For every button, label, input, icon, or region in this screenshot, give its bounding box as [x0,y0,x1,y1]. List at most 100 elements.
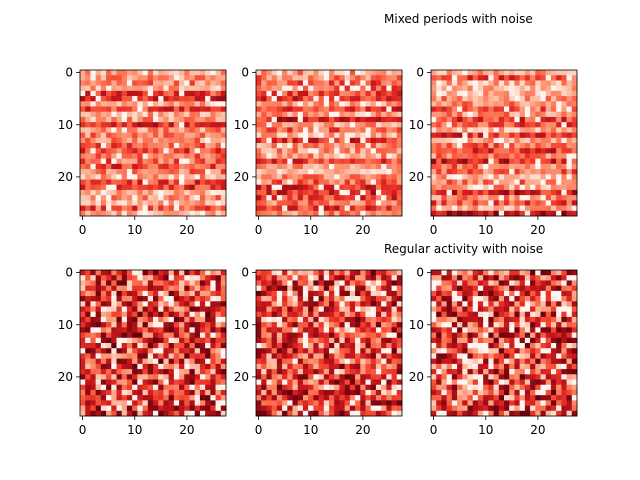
heatmap-cell [381,158,387,165]
heatmap-cell [498,285,505,292]
heatmap-cell [210,311,216,318]
heatmap-cell [302,101,309,107]
heatmap-cell [349,280,356,286]
heatmap-cell [95,322,102,328]
heatmap-cell [446,306,453,313]
heatmap-cell [256,290,262,297]
heatmap-cell [370,122,377,128]
heatmap-cell [386,353,392,359]
heatmap-cell [313,111,319,118]
heatmap-cell [375,280,382,286]
heatmap-cell [386,96,392,102]
heatmap-cell [85,405,91,412]
heatmap-cell [194,80,201,86]
heatmap-cell [498,189,505,196]
heatmap-cell [168,75,175,81]
heatmap-cell [302,280,309,286]
heatmap-cell [261,85,267,92]
heatmap-cell [504,137,510,144]
heatmap-cell [545,311,552,318]
heatmap-cell [158,400,164,406]
heatmap-cell [189,348,196,354]
heatmap-cell [483,75,489,81]
heatmap-cell [308,306,314,313]
heatmap-cell [126,301,133,307]
heatmap-cell [530,285,536,292]
heatmap-cell [540,85,547,92]
heatmap-cell [313,337,319,344]
heatmap-cell [545,137,552,144]
heatmap-cell [297,127,304,133]
heatmap-cell [318,389,325,396]
heatmap-cell [451,343,458,349]
heatmap-cell [493,116,500,123]
heatmap-cell [173,184,180,191]
heatmap-cell [566,200,573,206]
heatmap-cell [308,353,314,359]
heatmap-cell [184,296,190,302]
heatmap-cell [276,285,283,292]
heatmap-cell [215,316,222,323]
heatmap-cell [334,85,340,92]
heatmap-cell [271,153,278,159]
heatmap-cell [504,85,510,92]
heatmap-cell [349,106,356,113]
heatmap-cell [477,200,484,206]
heatmap-cell [344,369,351,375]
heatmap-cell [210,116,216,123]
heatmap-cell [514,280,520,286]
heatmap-cell [126,332,133,339]
heatmap-cell [276,379,283,386]
heatmap-cell [266,395,272,401]
heatmap-cell [106,122,112,128]
heatmap-cell [100,195,107,201]
heatmap-cell [375,327,382,333]
heatmap-cell [360,148,366,154]
heatmap-cell [370,101,377,107]
heatmap-cell [199,184,206,191]
heatmap-cell [95,285,102,292]
heatmap-cell [210,275,216,281]
heatmap-cell [153,106,159,113]
heatmap-cell [472,143,479,149]
heatmap-cell [158,358,164,365]
heatmap-cell [210,280,216,286]
heatmap-cell [370,348,377,354]
heatmap-cell [360,348,366,354]
heatmap-cell [391,70,398,76]
heatmap-cell [355,111,361,118]
heatmap-cell [360,153,366,159]
heatmap-cell [220,332,227,339]
heatmap-cell [365,369,372,375]
heatmap-cell [179,122,185,128]
heatmap-cell [153,96,159,102]
heatmap-cell [436,169,442,175]
heatmap-cell [509,395,515,401]
heatmap-cell [446,353,453,359]
heatmap-cell [370,301,377,307]
heatmap-cell [493,153,500,159]
heatmap-cell [535,379,541,386]
heatmap-cell [179,70,185,76]
heatmap-cell [194,290,201,297]
heatmap-cell [561,75,567,81]
heatmap-cell [271,200,278,206]
heatmap-cell [396,200,403,206]
heatmap-cell [431,210,437,217]
heatmap-cell [205,179,211,186]
heatmap-cell [111,343,117,349]
heatmap-cell [472,353,479,359]
heatmap-cell [493,353,500,359]
heatmap-cell [514,179,520,186]
heatmap-cell [163,169,169,175]
heatmap-cell [571,174,578,180]
heatmap-cell [344,158,351,165]
heatmap-cell [132,75,138,81]
heatmap-cell [126,311,133,318]
heatmap-cell [493,384,500,391]
heatmap-cell [173,96,180,102]
heatmap-cell [85,195,91,201]
heatmap-cell [95,301,102,307]
heatmap-cell [147,322,154,328]
heatmap-cell [329,158,335,165]
